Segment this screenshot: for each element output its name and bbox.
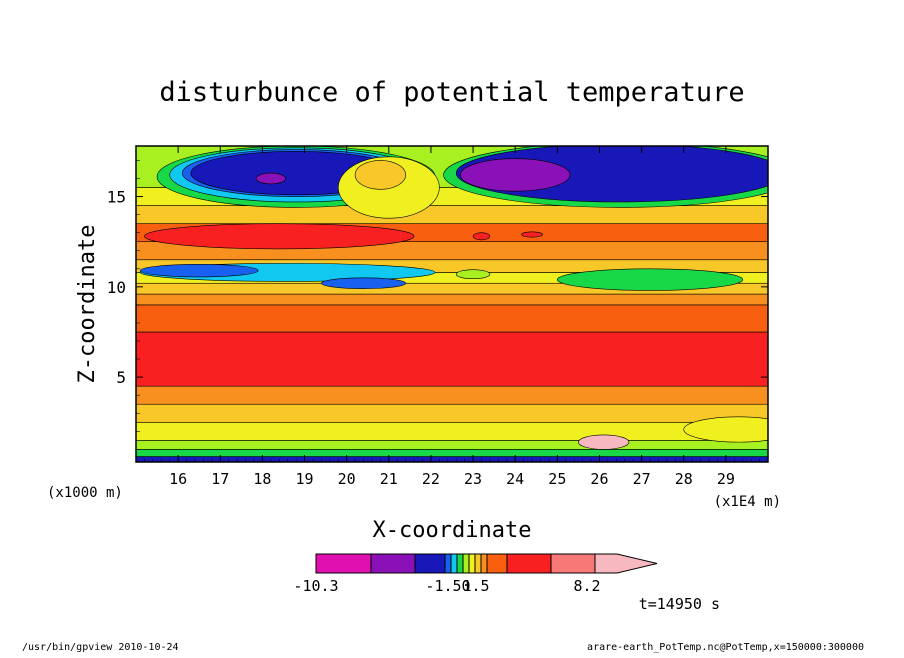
band-3	[136, 421, 768, 441]
band-1	[136, 449, 768, 457]
band-5	[136, 385, 768, 405]
blob-11	[472, 232, 491, 241]
x-tick-label: 27	[633, 470, 651, 488]
time-label: t=14950 s	[639, 595, 720, 613]
blob-19	[578, 434, 630, 450]
x-tick-label: 21	[380, 470, 398, 488]
blob-4	[255, 172, 286, 185]
colorbar-cell	[480, 553, 488, 574]
x-tick-label: 29	[717, 470, 735, 488]
colorbar-cell	[468, 553, 476, 574]
colorbar-cell	[486, 553, 508, 574]
y-tick-label: 10	[107, 278, 126, 297]
blob-16	[455, 269, 491, 280]
x-tick-label: 19	[296, 470, 314, 488]
band-4	[136, 403, 768, 423]
x-tick-label: 25	[548, 470, 566, 488]
colorbar-cell	[414, 553, 446, 574]
footer-right: arare-earth_PotTemp.nc@PotTemp,x=150000:…	[587, 642, 864, 653]
x-unit-right: (x1E4 m)	[714, 494, 781, 510]
band-14	[136, 205, 768, 224]
colorbar-cell	[462, 553, 470, 574]
colorbar-labels: -10.3 -1.501.5 8.2	[293, 577, 600, 595]
x-tick-label: 23	[464, 470, 482, 488]
y-tick-label: 15	[107, 188, 126, 207]
band-0	[136, 456, 768, 462]
colorbar-label: -1.50	[425, 577, 470, 595]
x-tick-label: 16	[169, 470, 187, 488]
colorbar-cell	[506, 553, 552, 574]
colorbar-label: 8.2	[573, 577, 600, 595]
blob-12	[521, 231, 543, 238]
band-2	[136, 440, 768, 450]
colorbar-cell	[450, 553, 458, 574]
footer-left: /usr/bin/gpview 2010-10-24	[22, 642, 179, 653]
colorbar-cell	[370, 553, 416, 574]
colorbar-cell	[315, 553, 372, 574]
colorbar-cell	[456, 553, 464, 574]
colorbar-cell	[474, 553, 482, 574]
band-6	[136, 331, 768, 387]
x-tick-label: 17	[211, 470, 229, 488]
plot-frame	[135, 145, 769, 463]
colorbar-cell	[550, 553, 596, 574]
x-tick-label: 20	[338, 470, 356, 488]
colorbar-label: -10.3	[293, 577, 338, 595]
colorbar-arrow	[594, 553, 658, 574]
colorbar-cell	[444, 553, 452, 574]
x-tick-label: 28	[675, 470, 693, 488]
blob-15	[321, 277, 406, 289]
x-tick-label: 24	[506, 470, 524, 488]
blob-7	[460, 158, 571, 192]
x-tick-label: 22	[422, 470, 440, 488]
y-tick-label: 5	[116, 368, 126, 387]
colorbar	[315, 553, 658, 574]
x-tick-label: 26	[590, 470, 608, 488]
contour-field	[136, 146, 768, 462]
blob-9	[354, 160, 406, 190]
blob-14	[139, 263, 259, 278]
blob-17	[557, 268, 744, 291]
y-axis-ticks: 5 10 15	[107, 160, 768, 450]
x-tick-label: 18	[253, 470, 271, 488]
blob-18	[683, 416, 768, 443]
band-8	[136, 293, 768, 306]
colorbar-label: 1.5	[462, 577, 489, 595]
blob-10	[144, 223, 415, 250]
chart-title: disturbunce of potential temperature	[159, 77, 744, 108]
x-unit-left: (x1000 m)	[47, 485, 123, 501]
x-axis-ticks: 16 17 18 19 20 21 22 23 24 25 26 27 28 29	[135, 146, 769, 488]
band-7	[136, 304, 768, 333]
y-axis-label: Z-coordinate	[75, 225, 100, 384]
x-axis-label: X-coordinate	[373, 518, 532, 543]
